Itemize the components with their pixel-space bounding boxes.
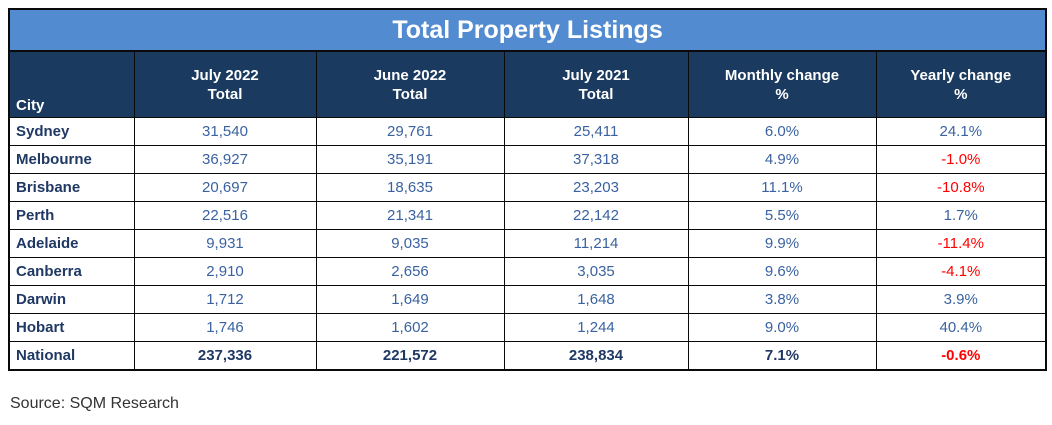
table-row: Canberra 2,910 2,656 3,035 9.6% -4.1% — [8, 257, 1047, 286]
value-cell: 22,516 — [133, 201, 317, 230]
column-header-line2: % — [775, 85, 789, 103]
column-header-city: City — [8, 50, 135, 118]
value-cell: 36,927 — [133, 145, 317, 174]
column-header-line1: July 2022 — [191, 66, 259, 84]
table-row: National 237,336 221,572 238,834 7.1% -0.6% — [8, 341, 1047, 371]
value-cell: 9.0% — [687, 313, 877, 342]
column-header-line1: Yearly change — [910, 66, 1012, 84]
value-cell: 9,035 — [315, 229, 505, 258]
value-cell: 1,648 — [503, 285, 689, 314]
value-cell: 2,656 — [315, 257, 505, 286]
city-cell: Brisbane — [8, 173, 135, 202]
value-cell: 11,214 — [503, 229, 689, 258]
value-cell: 4.9% — [687, 145, 877, 174]
value-cell: 1,244 — [503, 313, 689, 342]
column-header-line1: Monthly change — [724, 66, 840, 84]
city-cell: Adelaide — [8, 229, 135, 258]
value-cell: -1.0% — [875, 145, 1047, 174]
table-row: Darwin 1,712 1,649 1,648 3.8% 3.9% — [8, 285, 1047, 314]
table-body: Sydney 31,540 29,761 25,411 6.0% 24.1% Melbour… — [8, 117, 1047, 371]
value-cell: 238,834 — [503, 341, 689, 371]
value-cell: -0.6% — [875, 341, 1047, 371]
column-header-5: Yearly change% — [875, 50, 1047, 118]
city-cell: National — [8, 341, 135, 371]
value-cell: -11.4% — [875, 229, 1047, 258]
table-row: Sydney 31,540 29,761 25,411 6.0% 24.1% — [8, 117, 1047, 146]
value-cell: 24.1% — [875, 117, 1047, 146]
value-cell: 40.4% — [875, 313, 1047, 342]
value-cell: 5.5% — [687, 201, 877, 230]
value-cell: 1,712 — [133, 285, 317, 314]
table-row: Perth 22,516 21,341 22,142 5.5% 1.7% — [8, 201, 1047, 230]
column-header-line1: June 2022 — [373, 66, 447, 84]
value-cell: 9.9% — [687, 229, 877, 258]
table-row: Adelaide 9,931 9,035 11,214 9.9% -11.4% — [8, 229, 1047, 258]
city-cell: Melbourne — [8, 145, 135, 174]
column-header-4: Monthly change% — [687, 50, 877, 118]
header-row: City July 2022 Total June 2022 Total July 20… — [8, 50, 1047, 118]
value-cell: -10.8% — [875, 173, 1047, 202]
column-header-line2: Total — [578, 85, 614, 103]
value-cell: 3.8% — [687, 285, 877, 314]
city-cell: Perth — [8, 201, 135, 230]
column-header-1: July 2022 Total — [133, 50, 317, 118]
source-note: Source: SQM Research — [10, 395, 179, 412]
value-cell: 22,142 — [503, 201, 689, 230]
value-cell: 9.6% — [687, 257, 877, 286]
value-cell: 7.1% — [687, 341, 877, 371]
value-cell: 1.7% — [875, 201, 1047, 230]
value-cell: 6.0% — [687, 117, 877, 146]
table-row: Brisbane 20,697 18,635 23,203 11.1% -10.8% — [8, 173, 1047, 202]
column-header-line2: % — [954, 85, 968, 103]
table-head: Total Property Listings City July 2022 To… — [8, 8, 1047, 118]
value-cell: 29,761 — [315, 117, 505, 146]
city-cell: Sydney — [8, 117, 135, 146]
value-cell: 1,746 — [133, 313, 317, 342]
value-cell: 21,341 — [315, 201, 505, 230]
value-cell: 35,191 — [315, 145, 505, 174]
value-cell: 20,697 — [133, 173, 317, 202]
value-cell: 1,602 — [315, 313, 505, 342]
value-cell: 2,910 — [133, 257, 317, 286]
city-cell: Hobart — [8, 313, 135, 342]
value-cell: 3.9% — [875, 285, 1047, 314]
value-cell: 221,572 — [315, 341, 505, 371]
value-cell: -4.1% — [875, 257, 1047, 286]
value-cell: 23,203 — [503, 173, 689, 202]
table-row: Hobart 1,746 1,602 1,244 9.0% 40.4% — [8, 313, 1047, 342]
table-title: Total Property Listings — [8, 8, 1047, 52]
value-cell: 237,336 — [133, 341, 317, 371]
column-header-line2: Total — [207, 85, 243, 103]
column-header-line2: Total — [392, 85, 428, 103]
city-cell: Darwin — [8, 285, 135, 314]
column-header-2: June 2022 Total — [315, 50, 505, 118]
column-header-line1: July 2021 — [562, 66, 630, 84]
title-row: Total Property Listings — [8, 8, 1047, 52]
value-cell: 31,540 — [133, 117, 317, 146]
value-cell: 3,035 — [503, 257, 689, 286]
listings-table: Total Property Listings City July 2022 To… — [8, 8, 1048, 371]
value-cell: 25,411 — [503, 117, 689, 146]
value-cell: 9,931 — [133, 229, 317, 258]
table-row: Melbourne 36,927 35,191 37,318 4.9% -1.0% — [8, 145, 1047, 174]
value-cell: 1,649 — [315, 285, 505, 314]
city-cell: Canberra — [8, 257, 135, 286]
column-header-3: July 2021 Total — [503, 50, 689, 118]
value-cell: 11.1% — [687, 173, 877, 202]
value-cell: 18,635 — [315, 173, 505, 202]
value-cell: 37,318 — [503, 145, 689, 174]
